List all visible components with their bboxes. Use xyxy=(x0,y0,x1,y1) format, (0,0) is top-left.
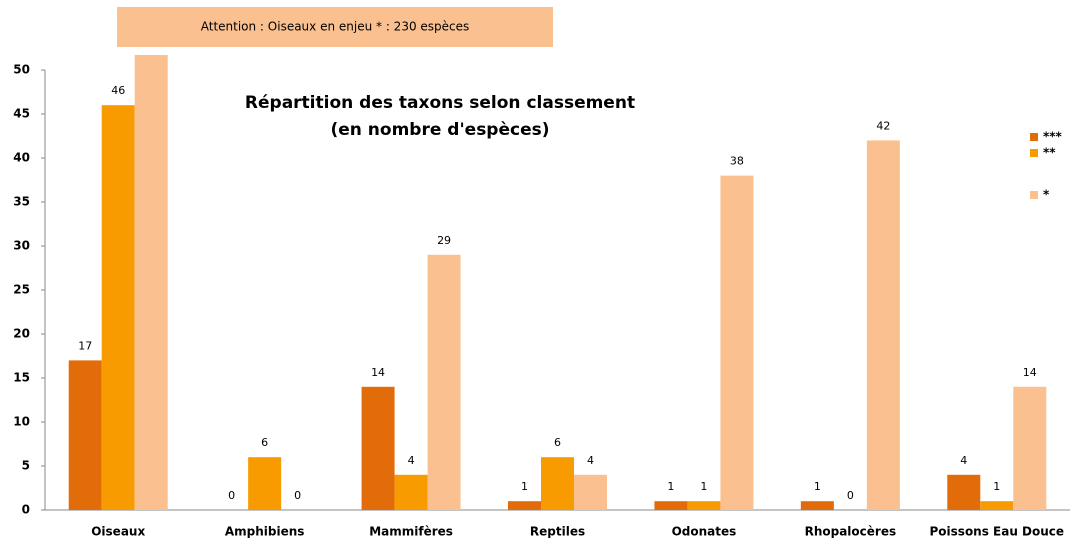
y-tick-label: 50 xyxy=(13,63,30,77)
y-tick-label: 35 xyxy=(13,195,30,209)
value-label: 38 xyxy=(730,155,744,168)
bar xyxy=(248,457,282,510)
x-tick-label: Reptiles xyxy=(530,525,585,539)
x-tick-label: Rhopalocères xyxy=(805,525,897,539)
bar xyxy=(541,457,574,510)
bar xyxy=(687,501,721,510)
note-box xyxy=(117,7,553,47)
y-tick-label: 5 xyxy=(22,459,30,473)
note: Attention : Oiseaux en enjeu * : 230 esp… xyxy=(201,20,470,34)
bar xyxy=(720,175,754,510)
value-label: 1 xyxy=(814,480,821,493)
value-label: 4 xyxy=(960,454,967,467)
value-label: 6 xyxy=(261,436,268,449)
bar xyxy=(508,501,541,510)
y-tick-label: 10 xyxy=(13,415,30,429)
value-label: 1 xyxy=(700,480,707,493)
value-label: 29 xyxy=(437,234,451,247)
plot: 174623006014429164113810424114 xyxy=(68,55,1047,510)
bar xyxy=(101,105,135,510)
value-label: 0 xyxy=(228,489,235,502)
y-tick-label: 30 xyxy=(13,239,30,253)
y-tick-label: 15 xyxy=(13,371,30,385)
y-tick-label: 25 xyxy=(13,283,30,297)
value-label: 1 xyxy=(667,480,674,493)
value-label: 4 xyxy=(408,454,415,467)
value-label: 1 xyxy=(993,480,1000,493)
y-tick-label: 0 xyxy=(22,503,30,517)
legend-label: ** xyxy=(1043,146,1056,160)
legend-label: * xyxy=(1043,188,1050,202)
x-tick-label: Oiseaux xyxy=(91,525,145,539)
bar xyxy=(394,474,428,510)
bar xyxy=(361,386,395,510)
chart-title: (en nombre d'espèces) xyxy=(330,120,549,140)
legend-label: *** xyxy=(1043,130,1063,144)
x-tick-label: Poissons Eau Douce xyxy=(930,525,1065,539)
bar xyxy=(427,254,461,510)
bar xyxy=(68,360,102,510)
bar xyxy=(980,501,1014,510)
bar xyxy=(1013,386,1047,510)
value-label: 0 xyxy=(294,489,301,502)
y-tick-label: 40 xyxy=(13,151,30,165)
value-label: 0 xyxy=(847,489,854,502)
bar xyxy=(134,55,168,510)
legend-swatch xyxy=(1030,191,1038,199)
y-tick-label: 20 xyxy=(13,327,30,341)
value-label: 6 xyxy=(554,436,561,449)
legend-swatch xyxy=(1030,133,1038,141)
y-tick-label: 45 xyxy=(13,107,30,121)
x-tick-label: Mammifères xyxy=(369,525,453,539)
legend-swatch xyxy=(1030,149,1038,157)
value-label: 17 xyxy=(78,339,92,352)
x-tick-label: Odonates xyxy=(672,525,737,539)
bar xyxy=(866,140,900,510)
value-label: 14 xyxy=(371,366,385,379)
value-label: 4 xyxy=(587,454,594,467)
value-label: 1 xyxy=(521,480,528,493)
value-label: 14 xyxy=(1023,366,1037,379)
bar xyxy=(947,474,981,510)
chart-title: Répartition des taxons selon classement xyxy=(245,93,635,113)
bar xyxy=(800,501,834,510)
value-label: 46 xyxy=(111,84,125,97)
value-label: 42 xyxy=(876,119,890,132)
bar xyxy=(574,474,607,510)
bar xyxy=(654,501,688,510)
x-tick-label: Amphibiens xyxy=(225,525,305,539)
